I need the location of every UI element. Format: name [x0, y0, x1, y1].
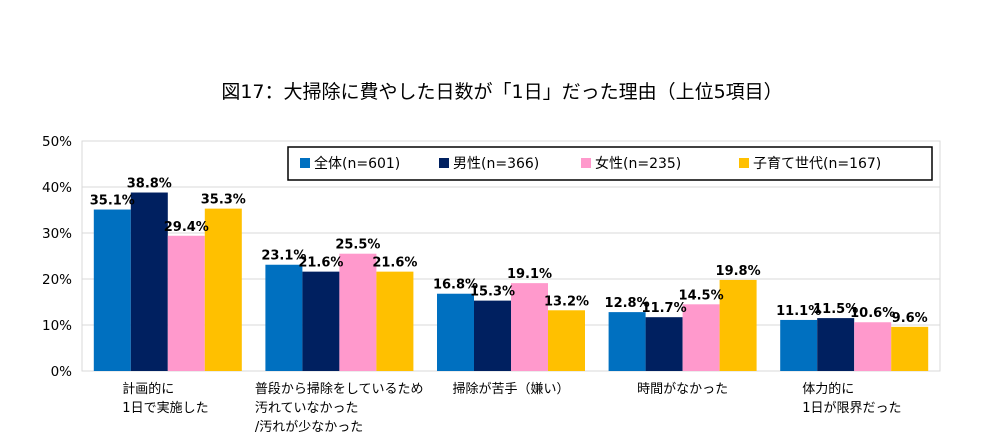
data-label: 13.2%	[544, 294, 589, 309]
bar-1-2	[265, 264, 303, 371]
data-label: 25.5%	[335, 238, 380, 253]
bar-4-3	[548, 310, 585, 371]
data-label: 23.1%	[261, 249, 306, 264]
category-label: 計画的に	[122, 381, 174, 397]
bar-1-5	[780, 319, 818, 371]
bar-3-3	[511, 283, 548, 371]
data-label: 15.3%	[470, 285, 515, 300]
bar-3-4	[682, 304, 720, 371]
data-label: 14.5%	[679, 288, 724, 303]
bar-4-2	[376, 271, 414, 371]
legend-label: 子育て世代(n=167)	[753, 156, 881, 172]
legend-swatch	[439, 158, 449, 168]
y-tick-label: 50%	[42, 134, 72, 150]
data-label: 11.1%	[776, 304, 821, 319]
bars	[93, 192, 929, 371]
category-label: /汚れが少なかった	[255, 420, 363, 435]
bar-3-1	[167, 235, 205, 371]
data-label: 21.6%	[298, 256, 343, 271]
category-labels: 計画的に 1日で実施した 普段から掃除をしているため汚れていなかった/汚れが少なかっ…	[122, 381, 901, 435]
legend-label: 女性(n=235)	[595, 155, 681, 172]
y-tick-label: 40%	[42, 180, 72, 196]
category-label: 掃除が苦手（嫌い）	[453, 381, 570, 397]
bar-2-1	[130, 192, 168, 371]
bar-2-5	[817, 318, 855, 371]
chart-title: 図17：大掃除に費やした日数が「1日」だった理由（上位5項目）	[221, 81, 782, 103]
data-labels: 35.1% 23.1% 16.8% 12.8% 11.1% 38.8% 21.6% 15.3%…	[90, 177, 928, 326]
data-label: 38.8%	[127, 177, 172, 192]
y-tick-label: 20%	[42, 272, 72, 288]
data-label: 10.6%	[850, 306, 895, 321]
bar-1-4	[608, 312, 646, 371]
category-label: 1日で実施した	[122, 400, 208, 416]
data-label: 19.8%	[716, 264, 761, 279]
legend-swatch	[581, 158, 591, 168]
bar-2-4	[645, 317, 683, 371]
data-label: 11.5%	[813, 302, 858, 317]
data-label: 19.1%	[507, 267, 552, 282]
y-tick-label: 30%	[42, 226, 72, 242]
category-label: 1日が限界だった	[802, 401, 901, 416]
y-tick-label: 10%	[42, 318, 72, 334]
category-label: 体力的に	[802, 381, 854, 397]
data-label: 29.4%	[164, 220, 209, 235]
y-axis-ticks: 0% 10% 20% 30% 40% 50%	[42, 134, 72, 380]
bar-2-2	[302, 271, 340, 371]
legend-swatch	[739, 158, 749, 168]
category-label: 汚れていなかった	[255, 401, 359, 416]
bar-2-3	[474, 300, 511, 371]
legend-box	[287, 146, 933, 181]
bar-1-3	[437, 293, 474, 371]
data-label: 35.3%	[201, 193, 246, 208]
legend-swatch	[300, 158, 310, 168]
y-tick-label: 0%	[51, 364, 73, 380]
bar-1-1	[93, 209, 131, 371]
legend-label: 全体(n=601)	[314, 155, 400, 172]
data-label: 21.6%	[372, 256, 417, 271]
legend: 全体(n=601) 男性(n=366) 女性(n=235) 子育て世代(n=167)	[287, 146, 933, 181]
category-label: 普段から掃除をしているため	[255, 381, 424, 397]
legend-label: 男性(n=366)	[453, 156, 539, 172]
data-label: 11.7%	[642, 301, 687, 316]
data-label: 12.8%	[605, 296, 650, 311]
data-label: 35.1%	[90, 194, 135, 209]
bar-4-1	[204, 208, 242, 371]
bar-3-2	[339, 253, 377, 371]
category-label: 時間がなかった	[637, 382, 728, 397]
bar-3-5	[854, 322, 892, 371]
data-label: 16.8%	[433, 278, 478, 293]
data-label: 9.6%	[892, 311, 928, 326]
bar-4-4	[719, 279, 757, 371]
bar-4-5	[891, 326, 929, 371]
